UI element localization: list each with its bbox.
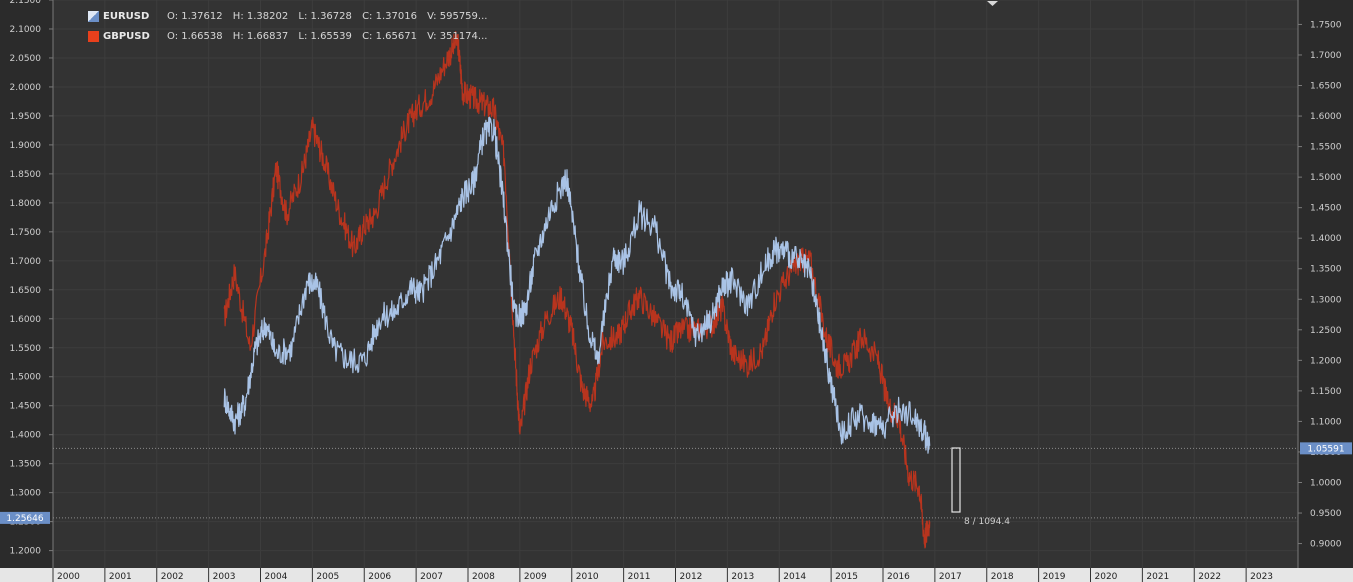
x-tick-label: 2015: [835, 572, 858, 582]
x-tick-label: 2001: [109, 572, 132, 582]
left-tick-label: 2.1000: [10, 25, 42, 35]
right-tick-label: 1.0000: [1310, 478, 1342, 488]
gbpusd-swatch-icon: [88, 30, 99, 42]
right-tick-label: 0.9000: [1310, 540, 1342, 550]
legend-symbol: EURUSD: [103, 10, 150, 22]
legend-volume: V: 351174...: [427, 30, 488, 42]
legend-high: H: 1.38202: [232, 10, 289, 22]
x-tick-label: 2017: [939, 572, 962, 582]
left-tick-label: 1.6500: [10, 286, 42, 296]
scroll-marker-icon[interactable]: [987, 1, 998, 6]
left-tick-label: 1.3500: [10, 460, 42, 470]
x-tick-label: 2003: [213, 572, 236, 582]
last-price-label-right: 1.05591: [1307, 444, 1344, 454]
last-price-badge-right: [1300, 442, 1352, 455]
left-tick-label: 1.2000: [10, 547, 42, 557]
left-tick-label: 1.4500: [10, 402, 42, 412]
x-tick-label: 2009: [524, 572, 547, 582]
left-tick-label: 1.6000: [10, 315, 42, 325]
last-price-badge-left: [0, 511, 50, 524]
right-tick-label: 1.7500: [1310, 20, 1342, 30]
legend-high: H: 1.66837: [232, 30, 289, 42]
legend-close: C: 1.65671: [362, 30, 417, 42]
right-tick-label: 1.2500: [1310, 326, 1342, 336]
left-tick-label: 1.3000: [10, 489, 42, 499]
right-tick-label: 1.5000: [1310, 173, 1342, 183]
series-line-eurusd[interactable]: [223, 116, 931, 454]
x-tick-label: 2010: [576, 572, 599, 582]
x-axis-bar: [0, 568, 1353, 582]
right-tick-label: 1.5500: [1310, 143, 1342, 153]
x-tick-label: 2020: [1095, 572, 1118, 582]
legend-row-eurusd: EURUSD O: 1.37612 H: 1.38202 L: 1.36728 …: [88, 6, 494, 26]
x-tick-label: 2012: [680, 572, 703, 582]
legend: EURUSD O: 1.37612 H: 1.38202 L: 1.36728 …: [88, 6, 494, 46]
right-tick-label: 1.2000: [1310, 356, 1342, 366]
x-tick-label: 2002: [161, 572, 184, 582]
right-tick-label: 1.4000: [1310, 234, 1342, 244]
legend-symbol: GBPUSD: [103, 30, 150, 42]
legend-low: L: 1.65539: [298, 30, 352, 42]
right-tick-label: 1.1500: [1310, 387, 1342, 397]
x-tick-label: 2004: [265, 572, 288, 582]
left-tick-label: 1.5500: [10, 344, 42, 354]
x-tick-label: 2000: [57, 572, 80, 582]
eurusd-swatch-icon: [88, 10, 99, 22]
legend-open: O: 1.37612: [167, 10, 223, 22]
x-tick-label: 2023: [1250, 572, 1273, 582]
left-tick-label: 1.9000: [10, 141, 42, 151]
right-tick-label: 1.3500: [1310, 265, 1342, 275]
legend-close: C: 1.37016: [362, 10, 417, 22]
right-tick-label: 1.6000: [1310, 112, 1342, 122]
left-tick-label: 1.7500: [10, 228, 42, 238]
right-tick-label: 1.6500: [1310, 82, 1342, 92]
left-tick-label: 2.1500: [10, 0, 42, 6]
series-line-gbpusd[interactable]: [223, 31, 931, 549]
x-tick-label: 2005: [316, 572, 339, 582]
left-tick-label: 1.9500: [10, 112, 42, 122]
last-price-label-left: 1.25646: [6, 514, 43, 524]
left-tick-label: 2.0500: [10, 54, 42, 64]
left-tick-label: 1.8000: [10, 199, 42, 209]
legend-low: L: 1.36728: [298, 10, 352, 22]
x-tick-label: 2018: [991, 572, 1014, 582]
right-tick-label: 1.7000: [1310, 51, 1342, 61]
legend-volume: V: 595759...: [427, 10, 488, 22]
x-tick-label: 2014: [783, 572, 806, 582]
right-tick-label: 0.9500: [1310, 509, 1342, 519]
left-tick-label: 1.4000: [10, 431, 42, 441]
x-tick-label: 2007: [420, 572, 443, 582]
legend-open: O: 1.66538: [167, 30, 223, 42]
left-tick-label: 2.0000: [10, 83, 42, 93]
left-tick-label: 1.7000: [10, 257, 42, 267]
x-tick-label: 2021: [1146, 572, 1169, 582]
measure-label: 8 / 1094.4: [964, 517, 1010, 527]
x-tick-label: 2022: [1198, 572, 1221, 582]
right-tick-label: 1.3000: [1310, 295, 1342, 305]
x-tick-label: 2013: [731, 572, 754, 582]
right-tick-label: 1.1000: [1310, 417, 1342, 427]
x-tick-label: 2011: [628, 572, 651, 582]
right-tick-label: 1.4500: [1310, 204, 1342, 214]
x-tick-label: 2016: [887, 572, 910, 582]
left-tick-label: 1.5000: [10, 373, 42, 383]
x-tick-label: 2019: [1043, 572, 1066, 582]
measure-box[interactable]: [951, 447, 961, 513]
left-tick-label: 1.8500: [10, 170, 42, 180]
x-tick-label: 2006: [368, 572, 391, 582]
legend-row-gbpusd: GBPUSD O: 1.66538 H: 1.66837 L: 1.65539 …: [88, 26, 494, 46]
x-tick-label: 2008: [472, 572, 495, 582]
